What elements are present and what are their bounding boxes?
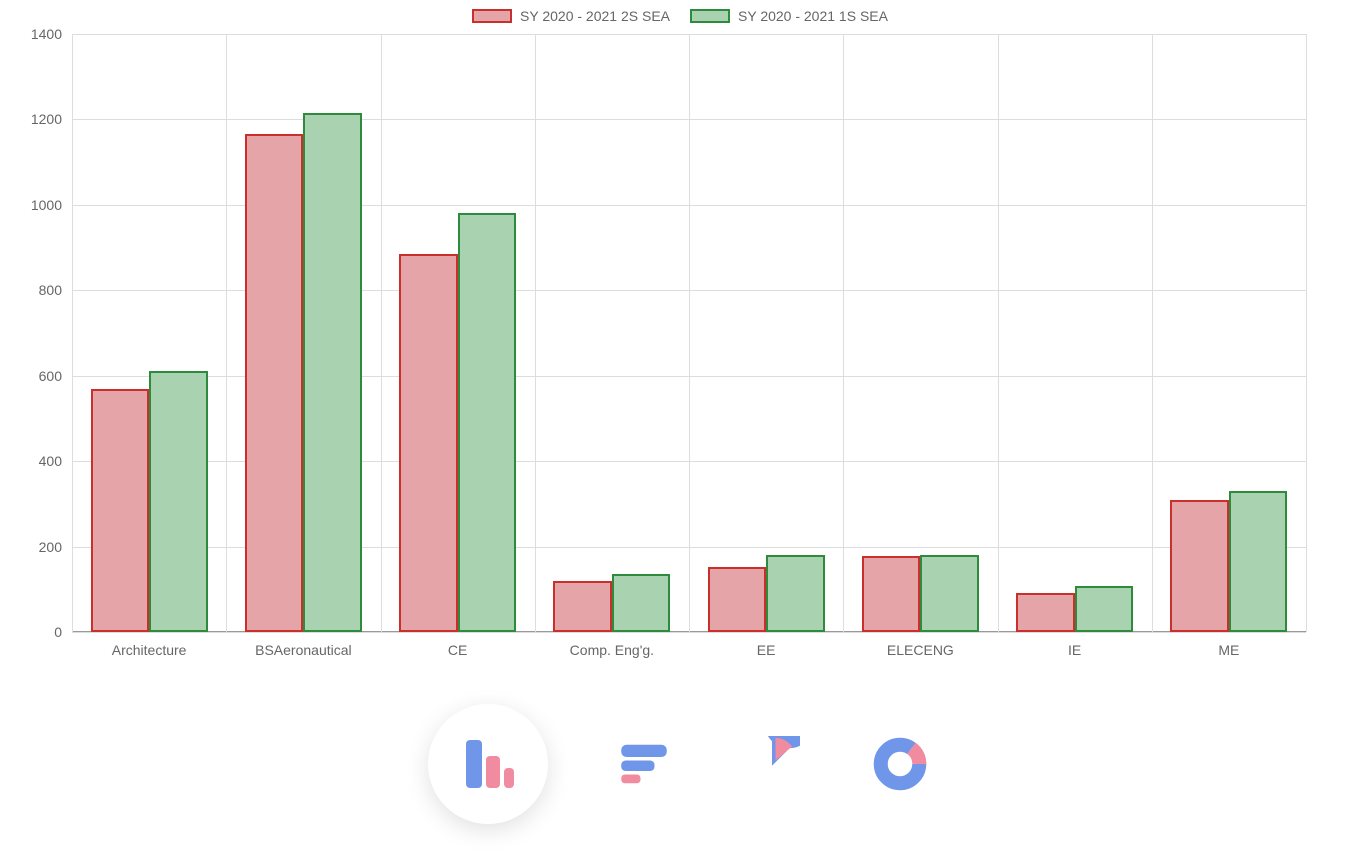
chart-bar[interactable] <box>245 134 304 632</box>
chart-bar[interactable] <box>1075 586 1134 632</box>
chart-bar[interactable] <box>458 213 517 632</box>
gridline-vertical <box>535 34 536 632</box>
doughnut-chart-icon[interactable] <box>868 732 932 796</box>
chart-legend: SY 2020 - 2021 2S SEA SY 2020 - 2021 1S S… <box>0 0 1360 28</box>
legend-label: SY 2020 - 2021 2S SEA <box>520 8 670 24</box>
y-axis-tick-label: 200 <box>12 539 72 555</box>
chart-bar[interactable] <box>766 555 825 632</box>
chart-bar[interactable] <box>303 113 362 632</box>
chart-container: SY 2020 - 2021 2S SEA SY 2020 - 2021 1S S… <box>0 0 1360 852</box>
legend-item[interactable]: SY 2020 - 2021 2S SEA <box>472 8 670 24</box>
chart-bar[interactable] <box>149 371 208 632</box>
y-axis-tick-label: 1000 <box>12 197 72 213</box>
y-axis-tick-label: 1400 <box>12 26 72 42</box>
chart-plot-area: 0200400600800100012001400ArchitectureBSA… <box>72 34 1306 632</box>
chart-bar[interactable] <box>1016 593 1075 632</box>
legend-label: SY 2020 - 2021 1S SEA <box>738 8 888 24</box>
chart-bar[interactable] <box>399 254 458 632</box>
gridline-vertical <box>381 34 382 632</box>
x-axis-tick-label: CE <box>448 632 467 658</box>
gridline-vertical <box>998 34 999 632</box>
y-axis-tick-label: 800 <box>12 282 72 298</box>
chart-bar[interactable] <box>1170 500 1229 632</box>
y-axis-tick-label: 1200 <box>12 111 72 127</box>
legend-item[interactable]: SY 2020 - 2021 1S SEA <box>690 8 888 24</box>
chart-bar[interactable] <box>1229 491 1288 632</box>
chart-bar[interactable] <box>708 567 767 632</box>
x-axis-tick-label: BSAeronautical <box>255 632 352 658</box>
gridline-vertical <box>72 34 73 632</box>
gridline-vertical <box>843 34 844 632</box>
x-axis-tick-label: ELECENG <box>887 632 954 658</box>
legend-swatch <box>690 9 730 23</box>
x-axis-tick-label: EE <box>757 632 776 658</box>
gridline-vertical <box>1152 34 1153 632</box>
y-axis-tick-label: 600 <box>12 368 72 384</box>
x-axis-tick-label: IE <box>1068 632 1081 658</box>
bar-chart-icon[interactable] <box>428 704 548 824</box>
chart-bar[interactable] <box>91 389 150 632</box>
legend-swatch <box>472 9 512 23</box>
horizontal-bar-icon[interactable] <box>612 732 676 796</box>
y-axis-tick-label: 400 <box>12 453 72 469</box>
x-axis-tick-label: Architecture <box>112 632 187 658</box>
x-axis-tick-label: ME <box>1218 632 1239 658</box>
gridline-vertical <box>226 34 227 632</box>
gridline-vertical <box>689 34 690 632</box>
x-axis-tick-label: Comp. Eng'g. <box>570 632 654 658</box>
chart-bar[interactable] <box>920 555 979 632</box>
gridline-vertical <box>1306 34 1307 632</box>
chart-bar[interactable] <box>862 556 921 632</box>
pie-chart-icon[interactable] <box>740 732 804 796</box>
chart-bar[interactable] <box>553 581 612 632</box>
chart-bar[interactable] <box>612 574 671 632</box>
y-axis-tick-label: 0 <box>12 624 72 640</box>
chart-type-toolbar <box>0 704 1360 824</box>
